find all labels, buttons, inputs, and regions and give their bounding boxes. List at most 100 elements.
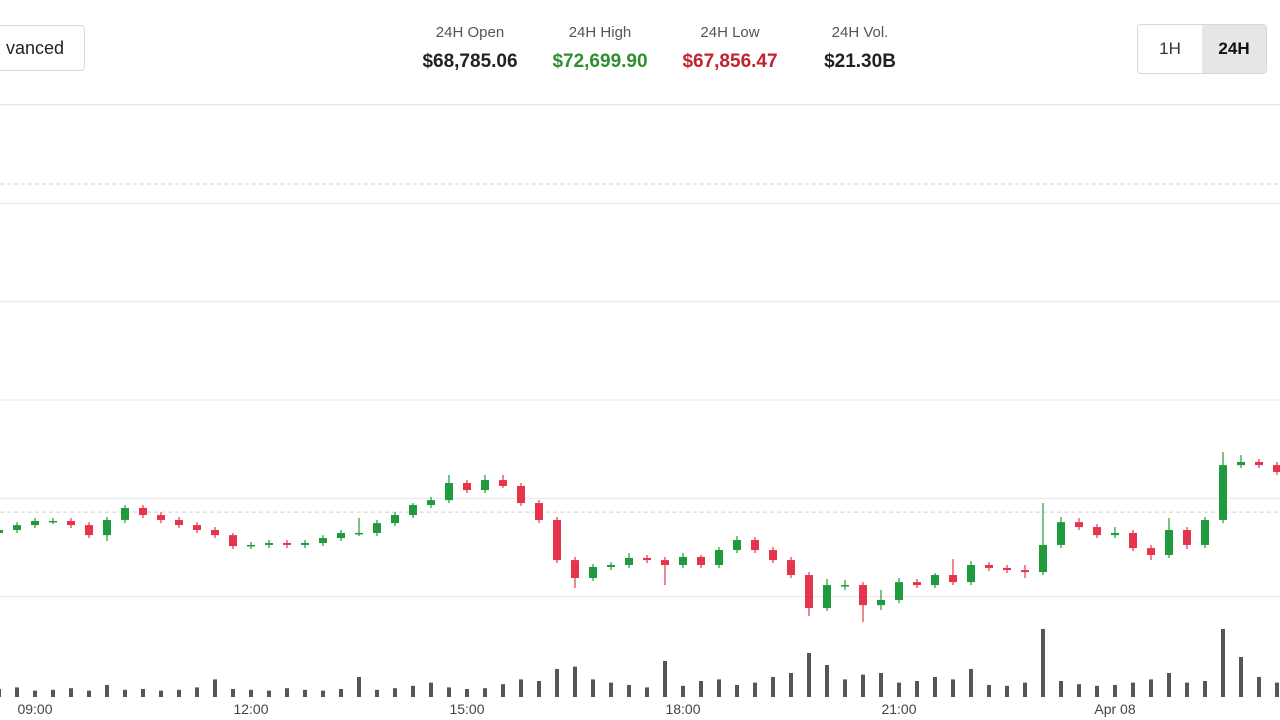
stat-label: 24H Low [700, 24, 760, 41]
volume-bar [339, 689, 343, 697]
volume-bar [519, 679, 523, 697]
candle-body [1201, 519, 1209, 545]
volume-bar [177, 689, 181, 697]
candle-body [373, 523, 381, 533]
candle-body [787, 560, 795, 576]
candle-body [1255, 461, 1263, 466]
candle-body [49, 520, 57, 523]
candle-body [553, 519, 561, 561]
candle-body [571, 560, 579, 578]
candle-body [643, 557, 651, 561]
candle-body [481, 480, 489, 491]
candle-body [463, 482, 471, 491]
candle-body [967, 565, 975, 583]
volume-bar [1113, 685, 1117, 697]
volume-bar [447, 687, 451, 697]
candle-body [211, 529, 219, 536]
x-tick-label: 18:00 [665, 701, 700, 717]
volume-bar [1275, 682, 1279, 697]
candle-body [337, 532, 345, 539]
volume-bar [1221, 629, 1225, 697]
candle-body [823, 585, 831, 609]
candle-body [931, 575, 939, 586]
candle-body [1219, 465, 1227, 520]
volume-bar [429, 682, 433, 697]
volume-bar [69, 688, 73, 697]
volume-bar [915, 681, 919, 697]
candle-body [319, 538, 327, 543]
stat-label: 24H Open [435, 24, 505, 41]
volume-bar [267, 690, 271, 697]
range-button[interactable]: 24H [1202, 25, 1266, 73]
candle-body [895, 582, 903, 601]
volume-bar [159, 690, 163, 697]
candle-body [265, 542, 273, 545]
stats: 24H Open $68,785.06 24H High $72,699.90 24H … [405, 24, 925, 73]
candle-body [445, 482, 453, 501]
volume-bar [285, 688, 289, 697]
advanced-button[interactable]: vanced [0, 25, 85, 71]
volume-bar [33, 690, 37, 697]
volume-bar [15, 687, 19, 697]
x-tick-label: 15:00 [449, 701, 484, 717]
candle-body [427, 500, 435, 506]
candle-body [1237, 461, 1245, 466]
x-tick-label: 09:00 [17, 701, 52, 717]
candle-body [805, 575, 813, 609]
volume-bar [627, 685, 631, 697]
candle-body [229, 535, 237, 547]
volume-bar [141, 689, 145, 697]
candle-body [733, 540, 741, 551]
candle-body [391, 515, 399, 524]
candle-body [769, 550, 777, 561]
header: vanced 24H Open $68,785.06 24H High $72,699… [0, 0, 1280, 105]
range-selector: 1H 24H [1137, 24, 1267, 74]
x-tick-label: 21:00 [881, 701, 916, 717]
volume-bar [1095, 685, 1099, 697]
candle-body [841, 585, 849, 587]
volume-bar [1149, 679, 1153, 697]
volume-bar [735, 685, 739, 697]
candle-body [949, 575, 957, 583]
candle-body [913, 582, 921, 586]
candle-body [535, 503, 543, 520]
candle-body [679, 556, 687, 566]
volume-bar [1005, 685, 1009, 697]
volume-bar [879, 673, 883, 697]
candle-body [517, 485, 525, 504]
candle-body [877, 600, 885, 606]
candle-body [859, 585, 867, 606]
candle-body [1057, 522, 1065, 545]
candle-body [301, 542, 309, 545]
volume-bar [555, 669, 559, 697]
candle-body [751, 540, 759, 551]
candle-body [247, 544, 255, 547]
candle-body [139, 507, 147, 516]
volume-bar [1167, 673, 1171, 697]
candle-body [1183, 529, 1191, 545]
volume-bar [663, 661, 667, 697]
candle-body [715, 550, 723, 566]
x-tick-label: 12:00 [233, 701, 268, 717]
candle-body [1075, 522, 1083, 528]
volume-bar [861, 674, 865, 697]
candle-body [1003, 567, 1011, 571]
volume-bar [897, 682, 901, 697]
candle-body [0, 529, 3, 533]
candle-body [1093, 527, 1101, 536]
volume-bar [771, 677, 775, 697]
candle-body [193, 525, 201, 530]
volume-bar [537, 681, 541, 697]
volume-bar [1059, 681, 1063, 697]
volume-bar [753, 682, 757, 697]
range-button[interactable]: 1H [1159, 39, 1181, 58]
volume-bar [501, 684, 505, 697]
volume-bar [789, 673, 793, 697]
volume-bar [843, 679, 847, 697]
volume-bar [375, 689, 379, 697]
stat-value: $72,699.90 [552, 51, 648, 72]
volume-bar [645, 687, 649, 697]
volume-bar [105, 685, 109, 697]
candle-body [499, 480, 507, 486]
